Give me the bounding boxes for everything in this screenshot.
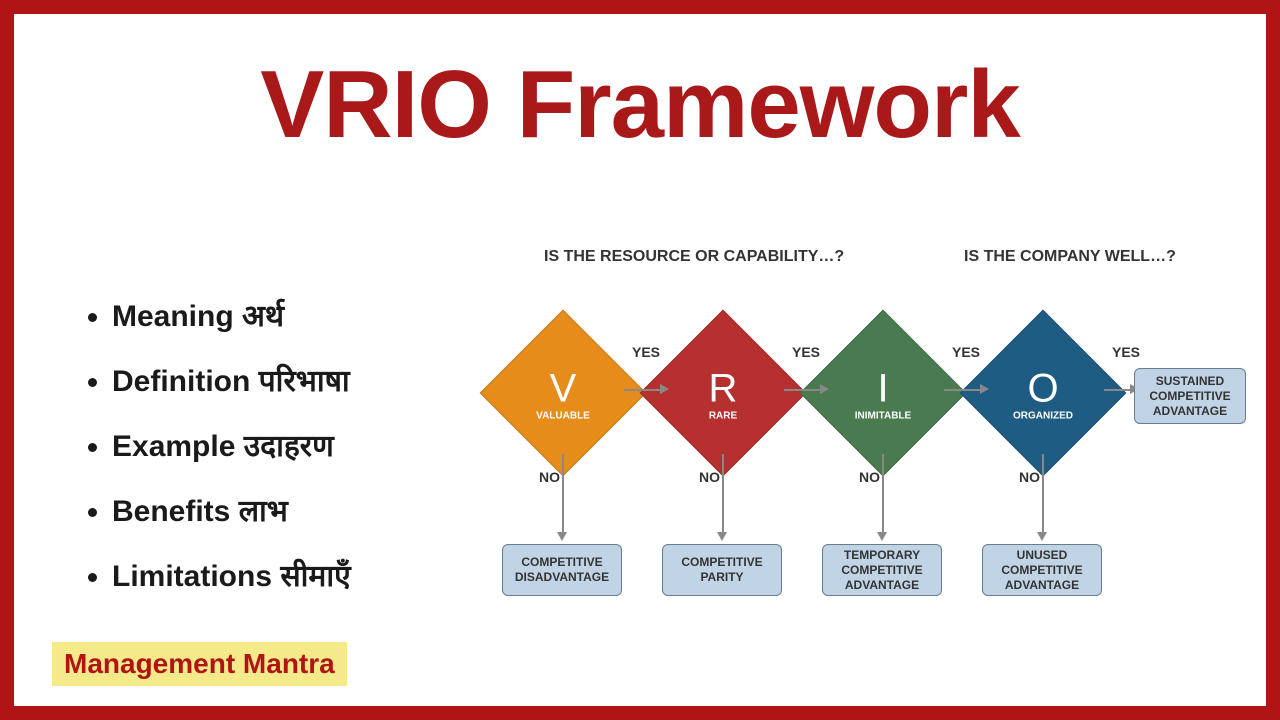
- diamond-word: INIMITABLE: [855, 410, 911, 421]
- list-item: Limitations सीमाएँ: [112, 554, 464, 595]
- arrow-right-icon: [980, 384, 989, 394]
- diamond-word: VALUABLE: [536, 410, 590, 421]
- no-label: NO: [539, 469, 560, 485]
- diamond-letter: R: [709, 368, 738, 408]
- page-title: VRIO Framework: [14, 50, 1266, 160]
- question-resource: IS THE RESOURCE OR CAPABILITY…?: [544, 248, 844, 266]
- arrow-right-icon: [660, 384, 669, 394]
- arrow-right-icon: [784, 389, 822, 391]
- list-item: Definition परिभाषा: [112, 359, 464, 400]
- outcome-box: TEMPORARY COMPETITIVE ADVANTAGE: [822, 544, 942, 596]
- diamond-valuable: V VALUABLE: [480, 310, 647, 477]
- slide-frame: VRIO Framework Meaning अर्थ Definition प…: [0, 0, 1280, 720]
- no-label: NO: [859, 469, 880, 485]
- arrow-down-icon: [562, 454, 564, 534]
- arrow-right-icon: [1104, 389, 1132, 391]
- topics-list: Meaning अर्थ Definition परिभाषा Example …: [84, 294, 464, 619]
- brand-badge: Management Mantra: [52, 642, 347, 686]
- vrio-flowchart: IS THE RESOURCE OR CAPABILITY…? IS THE C…: [484, 244, 1254, 624]
- arrow-right-icon: [624, 389, 662, 391]
- arrow-down-icon: [1042, 454, 1044, 534]
- outcome-box: UNUSED COMPETITIVE ADVANTAGE: [982, 544, 1102, 596]
- yes-label: YES: [632, 344, 660, 360]
- list-item: Benefits लाभ: [112, 489, 464, 530]
- arrow-down-icon: [717, 532, 727, 541]
- question-company: IS THE COMPANY WELL…?: [964, 248, 1176, 266]
- arrow-down-icon: [882, 454, 884, 534]
- diamond-word: RARE: [709, 410, 737, 421]
- diamond-letter: V: [550, 368, 577, 408]
- arrow-down-icon: [877, 532, 887, 541]
- list-item: Meaning अर्थ: [112, 294, 464, 335]
- diamond-word: ORGANIZED: [1013, 410, 1073, 421]
- no-label: NO: [699, 469, 720, 485]
- no-label: NO: [1019, 469, 1040, 485]
- yes-label: YES: [952, 344, 980, 360]
- arrow-right-icon: [820, 384, 829, 394]
- arrow-down-icon: [1037, 532, 1047, 541]
- arrow-down-icon: [722, 454, 724, 534]
- list-item: Example उदाहरण: [112, 424, 464, 465]
- outcome-box: COMPETITIVE DISADVANTAGE: [502, 544, 622, 596]
- yes-label: YES: [792, 344, 820, 360]
- diamond-letter: O: [1027, 368, 1058, 408]
- arrow-right-icon: [944, 389, 982, 391]
- outcome-box: COMPETITIVE PARITY: [662, 544, 782, 596]
- arrow-down-icon: [557, 532, 567, 541]
- diamond-letter: I: [877, 368, 888, 408]
- yes-label: YES: [1112, 344, 1140, 360]
- outcome-box-final: SUSTAINED COMPETITIVE ADVANTAGE: [1134, 368, 1246, 424]
